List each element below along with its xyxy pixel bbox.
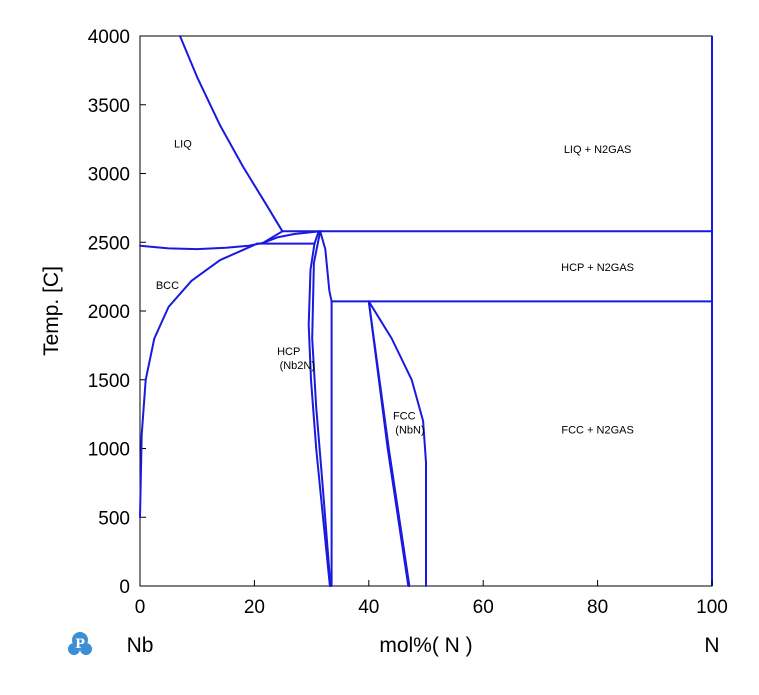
region-labels: LIQ LIQ + N2GAS BCC HCP + N2GAS HCP (Nb2N) FCC… <box>156 138 634 436</box>
region-label: FCC <box>393 411 416 423</box>
x-tick-label: 80 <box>587 597 608 618</box>
y-tick-label: 3000 <box>88 165 130 186</box>
x-tick-label: 40 <box>358 597 379 618</box>
pandat-p-logo-icon: P <box>68 632 92 655</box>
x-axis-title: mol%( N ) <box>379 634 472 657</box>
y-tick-label: 1000 <box>88 440 130 461</box>
x-tick-label: 20 <box>244 597 265 618</box>
phase-boundary-line-5 <box>139 242 259 519</box>
phase-boundary-line-11 <box>319 230 333 303</box>
region-label: BCC <box>156 280 179 292</box>
x-tick-label: 0 <box>135 597 146 618</box>
svg-text:P: P <box>75 637 85 652</box>
y-tick-label: 2500 <box>88 233 130 254</box>
region-label: (Nb2N) <box>280 360 315 372</box>
phase-boundary-line-1 <box>179 35 284 233</box>
phase-boundary-line-2 <box>139 230 284 251</box>
phase-boundary-line-15 <box>367 300 427 587</box>
region-label: LIQ <box>174 138 192 150</box>
y-tick-label: 2000 <box>88 302 130 323</box>
phase-boundaries <box>139 35 713 587</box>
y-tick-label: 500 <box>98 508 130 529</box>
x-tick-label: 100 <box>696 597 728 618</box>
x-left-element-label: Nb <box>127 634 154 657</box>
y-tick-label: 3500 <box>88 96 130 117</box>
phase-boundary-line-9 <box>307 242 331 587</box>
x-tick-label: 60 <box>473 597 494 618</box>
phase-boundary-line-3 <box>262 230 322 244</box>
y-tick-label: 0 <box>119 577 130 598</box>
y-axis-title: Temp. [C] <box>40 266 63 356</box>
region-label: (NbN) <box>395 424 424 436</box>
axis-ticks: 0 20 40 60 80 1000500100015002000250030003500… <box>88 27 728 618</box>
region-label: LIQ + N2GAS <box>564 144 632 156</box>
region-label: HCP + N2GAS <box>561 262 634 274</box>
x-right-element-label: N <box>704 634 719 657</box>
y-tick-label: 1500 <box>88 371 130 392</box>
phase-boundary-line-14 <box>367 300 410 587</box>
y-tick-label: 4000 <box>88 27 130 48</box>
region-label: FCC + N2GAS <box>561 424 633 436</box>
region-label: HCP <box>277 346 300 358</box>
phase-boundary-line-10 <box>311 230 332 587</box>
